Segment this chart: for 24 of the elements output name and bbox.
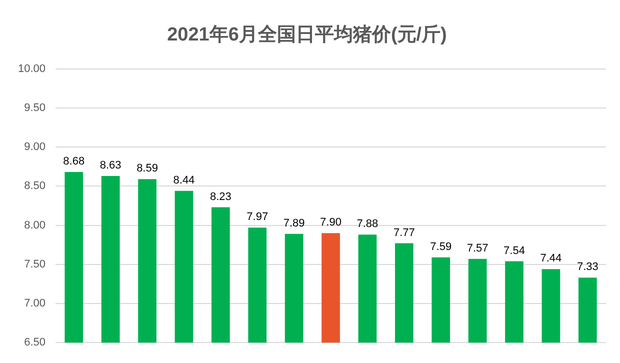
data-label: 7.57: [466, 242, 488, 254]
data-label: 7.77: [393, 226, 415, 239]
chart-title: 2021年6月全国日平均猪价(元/斤): [167, 24, 447, 46]
data-label: 8.23: [210, 190, 232, 203]
data-label: 7.59: [430, 240, 452, 253]
y-tick-label: 8.00: [24, 219, 46, 232]
data-label: 8.63: [100, 160, 122, 172]
data-label: 7.89: [283, 217, 305, 230]
y-tick-label: 7.00: [24, 298, 46, 310]
data-label: 8.59: [136, 162, 158, 175]
data-label: 7.88: [356, 218, 378, 230]
y-tick-label: 10.00: [18, 62, 46, 75]
data-label: 8.44: [173, 174, 195, 186]
y-tick-label: 6.50: [24, 336, 46, 349]
y-tick-label: 8.50: [24, 180, 46, 192]
y-tick-label: 7.50: [24, 258, 46, 270]
y-tick-label: 9.00: [24, 141, 46, 154]
data-label: 7.33: [576, 261, 598, 274]
data-label: 7.54: [504, 244, 525, 257]
data-label: 7.97: [246, 211, 268, 224]
data-label: 7.90: [320, 216, 342, 229]
y-tick-label: 9.50: [24, 102, 46, 114]
data-label: 7.44: [540, 252, 562, 265]
data-label: 8.68: [63, 156, 85, 168]
